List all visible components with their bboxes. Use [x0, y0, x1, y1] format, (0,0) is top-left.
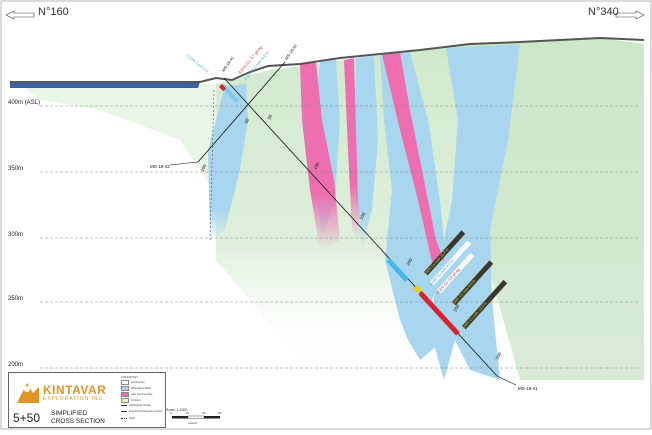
- label-ms-18-41: MS-18-41: [518, 386, 538, 391]
- section-number: 5+50: [13, 411, 41, 425]
- scale-bar: [172, 415, 220, 419]
- legend-title: LITHOLOGY: [121, 375, 139, 379]
- section-title-2: CROSS SECTION: [51, 418, 105, 425]
- depth-tick-41-250: 250: [452, 303, 460, 312]
- mafic-unit-e: [400, 300, 444, 360]
- drillhole-ms-18-42-leader: [169, 161, 199, 166]
- interval-lower-red: [418, 291, 460, 336]
- left-azimuth-arrow: [5, 10, 35, 20]
- host-rock-green-left: [20, 84, 220, 200]
- depth-tick-42-50: 50: [243, 117, 250, 124]
- depth-tick-42-100: 100: [199, 163, 207, 172]
- depth-tick-41-50: 50: [266, 113, 273, 120]
- interval-yellow: [413, 285, 422, 294]
- right-azimuth-arrow: [615, 10, 645, 20]
- depth-tick-41-200: 200: [405, 257, 413, 266]
- legend-item: Overburden: [121, 380, 145, 385]
- scale-tick-10: 10: [186, 411, 190, 415]
- scale-label: Scale: 1:2000: [166, 408, 188, 412]
- scale-tick-30: 30: [218, 411, 222, 415]
- label-ms-18-42: MS-18-42: [150, 164, 170, 169]
- logo-subtitle: EXPLORATION INC: [43, 396, 104, 402]
- legend-item: Lithological contact: [121, 404, 151, 407]
- elev-350: 350m: [8, 166, 24, 172]
- legend-item: Intrusive: [121, 398, 141, 403]
- section-title-1: SIMPLIFIED: [51, 410, 88, 417]
- elev-300: 300m: [8, 232, 24, 238]
- lake: [10, 82, 200, 88]
- azimuth-right: N°340: [588, 6, 619, 18]
- depth-tick-41-150: 150: [358, 211, 366, 220]
- elev-250: 250m: [8, 296, 24, 302]
- interval-lower-blue: [386, 258, 409, 283]
- scale-tick-0: 0: [170, 411, 172, 415]
- scale-tick-20: 20: [202, 411, 206, 415]
- elev-400: 400m (ASL): [8, 100, 41, 106]
- depth-tick-41-100: 100: [312, 161, 320, 170]
- dike-b: [344, 58, 360, 240]
- legend-item: Expected lithological contact: [121, 410, 162, 413]
- projected-trace: [209, 89, 215, 241]
- logo-name: KINTAVAR: [43, 383, 107, 397]
- legend-item: Fault: [121, 417, 135, 420]
- lower-assay-bars: [424, 230, 508, 330]
- dike-c: [382, 52, 444, 262]
- drillhole-ms-18-42-trace: [197, 61, 286, 163]
- collar-label-42: MS-18-42: [284, 43, 299, 61]
- legend-item: Late Intrusive Dike: [121, 392, 152, 397]
- mafic-unit-c: [380, 52, 446, 320]
- drillhole-ms-18-41-leader: [496, 375, 517, 386]
- scale-unit: meters: [188, 421, 198, 425]
- legend-panel: KINTAVAR EXPLORATION INC 5+50 SIMPLIFIED…: [8, 372, 166, 428]
- collar-label-41: MS-18-41: [221, 55, 236, 73]
- elev-200: 200m: [8, 362, 24, 368]
- azimuth-left: N°160: [38, 6, 69, 18]
- topography-line: [10, 36, 645, 83]
- mafic-unit-b: [354, 56, 378, 250]
- legend-item: Mineralized Mafic: [121, 386, 151, 391]
- assay-upper-left-blue: 0.12% Cu/4.0 m: [185, 54, 209, 74]
- elevation-gridlines: [40, 105, 640, 369]
- dike-a: [300, 62, 340, 250]
- interval-upper-red: [219, 84, 227, 92]
- depth-tick-41-300: 300: [494, 351, 502, 360]
- mafic-unit-left: [208, 84, 248, 240]
- mafic-unit-d: [430, 44, 520, 380]
- kintavar-logo-icon: [17, 383, 39, 403]
- host-rock-green-dark: [470, 38, 644, 380]
